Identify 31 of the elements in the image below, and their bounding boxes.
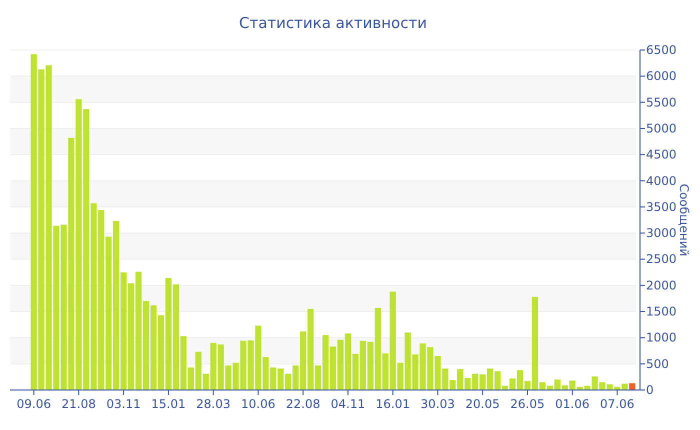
- x-tick-label: 03.11: [106, 397, 141, 411]
- y-tick-label: 5500: [646, 95, 677, 110]
- y-tick-label: 2000: [646, 278, 677, 292]
- y-tick-label: 1500: [646, 304, 677, 319]
- x-tick-label: 07.06: [600, 397, 634, 411]
- y-axis-title: Сообщений: [677, 184, 691, 256]
- x-tick-label: 22.08: [286, 397, 320, 411]
- x-tick-label: 26.05: [510, 397, 545, 411]
- y-tick-label: 4500: [646, 148, 677, 162]
- x-tick-label: 10.06: [241, 397, 276, 411]
- y-tick-label: 0: [646, 383, 654, 397]
- y-tick-label: 5000: [646, 121, 677, 136]
- y-tick-label: 6000: [646, 69, 677, 84]
- y-tick-label: 500: [646, 356, 669, 371]
- x-tick-label: 09.06: [16, 397, 51, 411]
- x-tick-label: 28.03: [196, 397, 231, 411]
- chart-title: Статистика активности: [239, 14, 427, 32]
- y-tick-label: 4000: [646, 174, 677, 188]
- bar: [629, 383, 636, 390]
- x-tick-label: 30.03: [420, 397, 455, 411]
- x-tick-label: 15.01: [151, 397, 186, 411]
- x-tick-label: 21.08: [62, 397, 96, 411]
- y-tick-label: 3000: [646, 226, 677, 240]
- y-tick-label: 2500: [646, 252, 677, 266]
- y-tick-label: 1000: [646, 330, 677, 345]
- y-tick-label: 6500: [646, 43, 677, 57]
- y-tick-label: 3500: [646, 200, 677, 214]
- x-tick-label: 20.05: [465, 397, 500, 411]
- x-tick-label: 04.11: [330, 397, 366, 411]
- x-tick-label: 16.01: [376, 397, 410, 411]
- x-tick-label: 01.06: [555, 397, 590, 411]
